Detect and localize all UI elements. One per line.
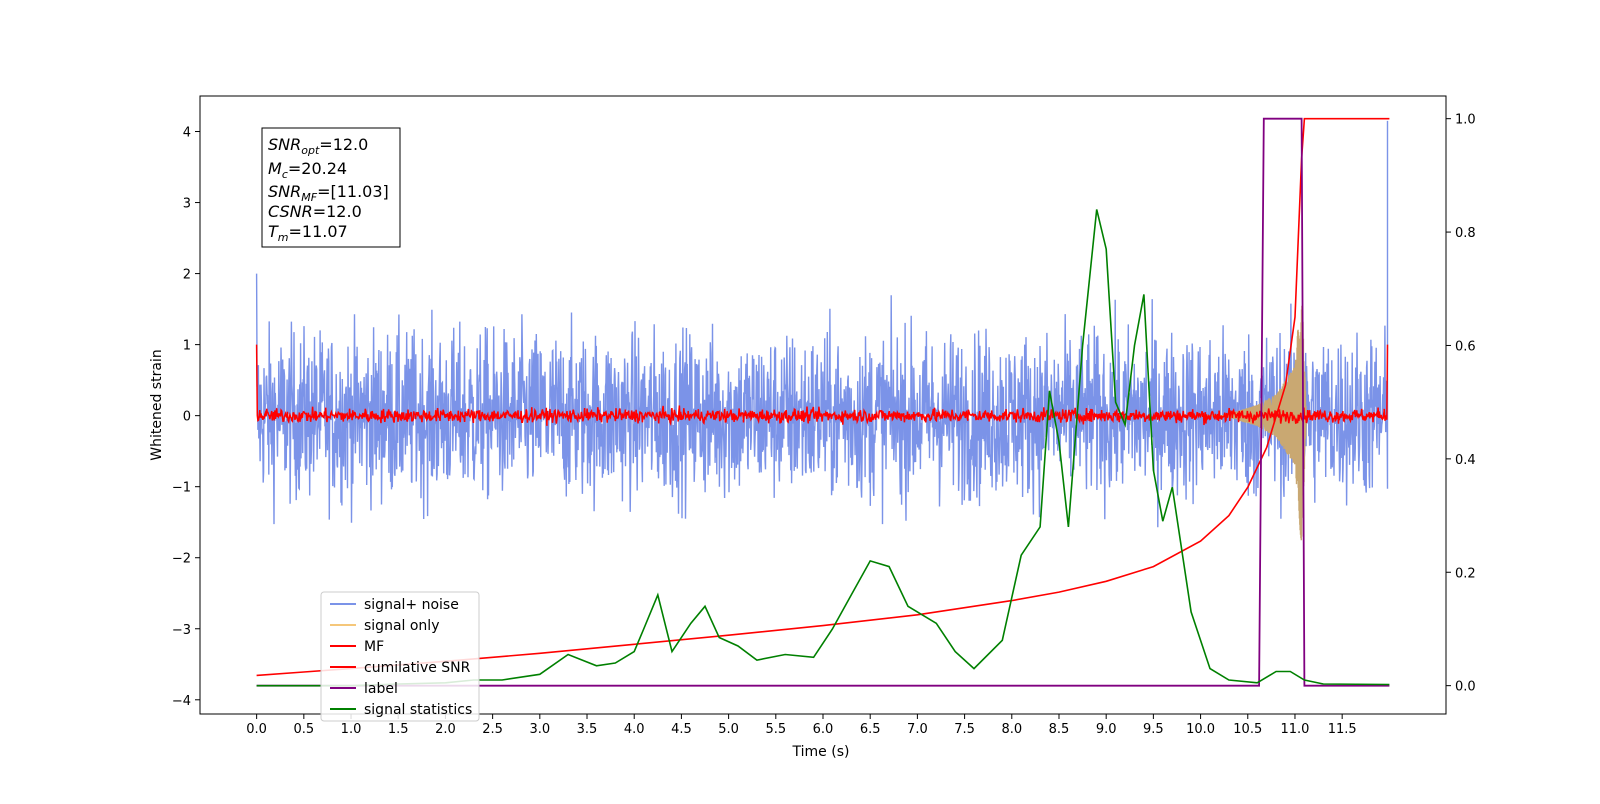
y-tick-label: −2 — [172, 552, 191, 567]
x-axis: 0.0 0.5 1.0 1.5 2.0 2.5 3.0 3.5 4.0 4.5 5.0 5.5 6.0 6… — [246, 714, 1357, 737]
y-axis-label: Whitened strain — [149, 349, 165, 460]
x-tick-label: 5.0 — [718, 722, 739, 737]
x-axis-label: Time (s) — [792, 744, 850, 760]
x-tick-label: 2.0 — [435, 722, 456, 737]
legend-frame — [320, 591, 480, 722]
info-mc: Mc=20.24 — [268, 159, 347, 181]
y-tick-label: −3 — [172, 623, 191, 638]
plot-area — [255, 117, 1390, 687]
x-tick-label: 0.5 — [293, 722, 314, 737]
y2-tick-label: 0.0 — [1455, 680, 1476, 695]
y2-tick-label: 1.0 — [1455, 113, 1476, 128]
x-tick-label: 5.5 — [765, 722, 786, 737]
y-tick-label: 2 — [183, 268, 191, 283]
x-tick-label: 7.0 — [907, 722, 928, 737]
x-tick-label: 8.0 — [1001, 722, 1022, 737]
info-tm: Tm=11.07 — [268, 222, 348, 244]
x-tick-label: 4.0 — [624, 722, 645, 737]
legend-label-signal-statistics: signal statistics — [364, 702, 472, 718]
series-cumilative-snr — [256, 117, 1390, 677]
y-tick-label: 1 — [183, 339, 191, 354]
x-tick-label: 9.5 — [1143, 722, 1164, 737]
x-tick-label: 3.5 — [577, 722, 598, 737]
info-csnr: CSNR=12.0 — [268, 202, 362, 221]
y2-tick-label: 0.2 — [1455, 566, 1476, 581]
x-tick-label: 9.0 — [1096, 722, 1117, 737]
y-axis-right: 0.0 0.2 0.4 0.6 0.8 1.0 — [1446, 113, 1476, 695]
x-tick-label: 3.0 — [529, 722, 550, 737]
x-tick-label: 10.0 — [1186, 722, 1215, 737]
legend: signal+ noise signal only MF cumilative SNR… — [320, 591, 480, 722]
info-snr-mf: SNRMF=[11.03] — [268, 182, 389, 204]
y2-tick-label: 0.4 — [1455, 453, 1476, 468]
y-axis-left: −4 −3 −2 −1 0 1 2 3 4 — [172, 126, 200, 709]
info-box: SNRopt=12.0 Mc=20.24 SNRMF=[11.03] CSNR=… — [261, 127, 401, 248]
x-tick-label: 6.5 — [860, 722, 881, 737]
y-tick-label: 4 — [183, 126, 191, 141]
series-label — [256, 117, 1390, 687]
x-tick-label: 7.5 — [954, 722, 975, 737]
x-tick-label: 10.5 — [1233, 722, 1262, 737]
series-mf — [255, 344, 1389, 427]
y-tick-label: −1 — [172, 481, 191, 496]
x-tick-label: 4.5 — [671, 722, 692, 737]
series-signal-statistics — [256, 209, 1390, 687]
y2-tick-label: 0.6 — [1455, 339, 1476, 354]
x-tick-label: 2.5 — [482, 722, 503, 737]
y-tick-label: 3 — [183, 197, 191, 212]
legend-label-signal-only: signal only — [364, 618, 439, 634]
legend-label-cumilative-snr: cumilative SNR — [364, 660, 471, 676]
y-tick-label: −4 — [172, 694, 191, 709]
x-tick-label: 8.5 — [1049, 722, 1070, 737]
legend-label-signal-noise: signal+ noise — [364, 597, 459, 613]
x-tick-label: 1.5 — [388, 722, 409, 737]
x-tick-label: 11.0 — [1280, 722, 1309, 737]
info-snr-opt: SNRopt=12.0 — [268, 135, 368, 157]
info-box-frame — [261, 127, 401, 248]
y2-tick-label: 0.8 — [1455, 226, 1476, 241]
legend-label-mf: MF — [364, 639, 384, 655]
x-tick-label: 1.0 — [341, 722, 362, 737]
x-tick-label: 0.0 — [246, 722, 267, 737]
series-signal-noise — [255, 120, 1389, 528]
legend-label-label: label — [364, 681, 398, 697]
x-tick-label: 6.0 — [813, 722, 834, 737]
y-tick-label: 0 — [183, 410, 191, 425]
x-tick-label: 11.5 — [1328, 722, 1357, 737]
